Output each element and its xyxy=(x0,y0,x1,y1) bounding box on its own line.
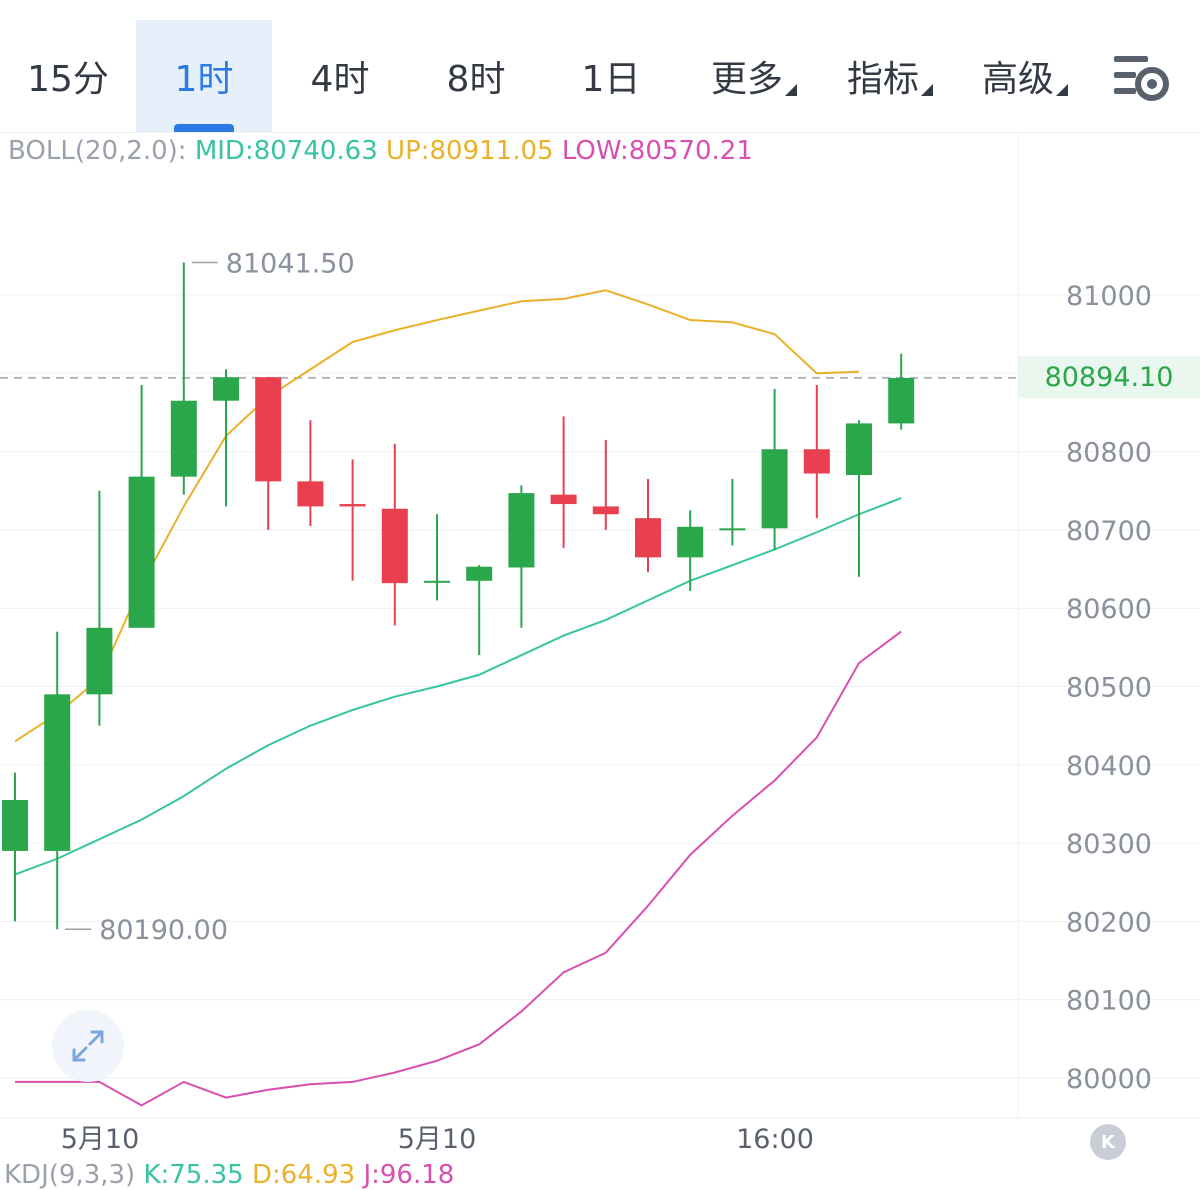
tab-2[interactable]: 4时 xyxy=(272,20,408,132)
candle-down xyxy=(297,481,324,507)
x-tick-label: 5月10 xyxy=(61,1124,140,1155)
kdj-j-value: J:96.18 xyxy=(363,1160,455,1190)
boll-upper-band-line xyxy=(14,289,860,743)
y-tick-label: 80800 xyxy=(1066,438,1152,469)
dropdown-caret-icon xyxy=(785,84,797,96)
candle-up xyxy=(719,528,746,531)
candle-up xyxy=(213,377,239,401)
candle-down xyxy=(381,508,408,584)
candle-up xyxy=(888,377,915,424)
candle-down xyxy=(550,494,577,505)
candle-up xyxy=(424,580,450,583)
candle-down xyxy=(255,377,282,482)
candle-up xyxy=(170,400,197,477)
tab-label: 4时 xyxy=(310,59,370,100)
kdj-label: KDJ(9,3,3) xyxy=(4,1160,136,1190)
expand-chart-button[interactable] xyxy=(52,1010,124,1082)
active-tab-indicator xyxy=(174,124,234,132)
tab-label: 8时 xyxy=(446,59,506,100)
candle-up xyxy=(2,800,28,851)
tab-1[interactable]: 1时 xyxy=(136,20,272,132)
candle-up xyxy=(761,449,788,529)
chart-settings-gear-icon[interactable] xyxy=(1110,50,1174,106)
boll-legend: BOLL(20,2.0): MID:80740.63 UP:80911.05 L… xyxy=(8,136,753,166)
y-tick-label: 81000 xyxy=(1066,281,1152,312)
kdj-d-value: D:64.93 xyxy=(251,1160,356,1190)
boll-up-value: UP:80911.05 xyxy=(386,136,554,166)
kdj-k-value: K:75.35 xyxy=(143,1160,244,1190)
y-tick-label: 80700 xyxy=(1066,516,1152,547)
tab-label: 高级 xyxy=(981,59,1054,100)
candle-up xyxy=(128,476,155,628)
boll-label: BOLL(20,2.0): xyxy=(8,136,187,166)
tab-6[interactable]: 指标 xyxy=(815,20,951,132)
timeframe-toolbar: 15分 1时 4时 8时 1日 更多 指标 高级 xyxy=(0,0,1200,133)
candle-up xyxy=(44,694,71,851)
expand-arrows-icon xyxy=(72,1030,104,1062)
tab-label: 更多 xyxy=(710,59,783,100)
tab-label: 1时 xyxy=(174,59,234,100)
y-tick-label: 80400 xyxy=(1066,751,1152,782)
high-marker-label: 81041.50 xyxy=(226,249,355,280)
tab-7[interactable]: 高级 xyxy=(950,20,1086,132)
boll-low-value: LOW:80570.21 xyxy=(561,136,753,166)
k-line-icon: K xyxy=(1101,1131,1115,1153)
dropdown-caret-icon xyxy=(1056,84,1068,96)
low-marker-label: 80190.00 xyxy=(99,915,228,946)
candle-up xyxy=(508,493,535,568)
tab-label: 指标 xyxy=(846,59,919,100)
current-price-tag: 80894.10 xyxy=(1018,356,1200,398)
candle-down xyxy=(803,449,830,474)
tab-label: 15分 xyxy=(27,59,109,100)
candlestick-chart[interactable]: 81000 80800 80700 80600 80500 80400 80300 80200… xyxy=(0,132,1200,1160)
candle-down xyxy=(339,504,366,507)
kdj-legend: KDJ(9,3,3) K:75.35 D:64.93 J:96.18 xyxy=(4,1160,454,1190)
x-tick-label: 16:00 xyxy=(736,1124,814,1155)
dropdown-caret-icon xyxy=(921,84,933,96)
boll-mid-band-line xyxy=(14,497,902,876)
candle-up xyxy=(677,526,704,558)
y-tick-label: 80300 xyxy=(1066,829,1152,860)
candle-up xyxy=(846,423,872,476)
y-tick-label: 80600 xyxy=(1066,594,1152,625)
candle-up xyxy=(86,627,113,695)
tab-0[interactable]: 15分 xyxy=(0,20,136,132)
tab-label: 1日 xyxy=(581,59,641,100)
boll-lower-band-line xyxy=(15,630,902,1107)
x-tick-label: 5月10 xyxy=(398,1124,477,1155)
y-tick-label: 80000 xyxy=(1066,1064,1152,1095)
y-tick-label: 80100 xyxy=(1066,986,1152,1017)
candle-down xyxy=(635,518,661,558)
k-line-button[interactable]: K xyxy=(1090,1124,1126,1160)
candle-down xyxy=(592,506,619,515)
candle-up xyxy=(466,566,493,581)
y-tick-label: 80200 xyxy=(1066,907,1152,938)
y-tick-label: 80500 xyxy=(1066,673,1152,704)
tab-5[interactable]: 更多 xyxy=(679,20,815,132)
tab-4[interactable]: 1日 xyxy=(543,20,679,132)
boll-mid-value: MID:80740.63 xyxy=(194,136,378,166)
tab-3[interactable]: 8时 xyxy=(408,20,544,132)
